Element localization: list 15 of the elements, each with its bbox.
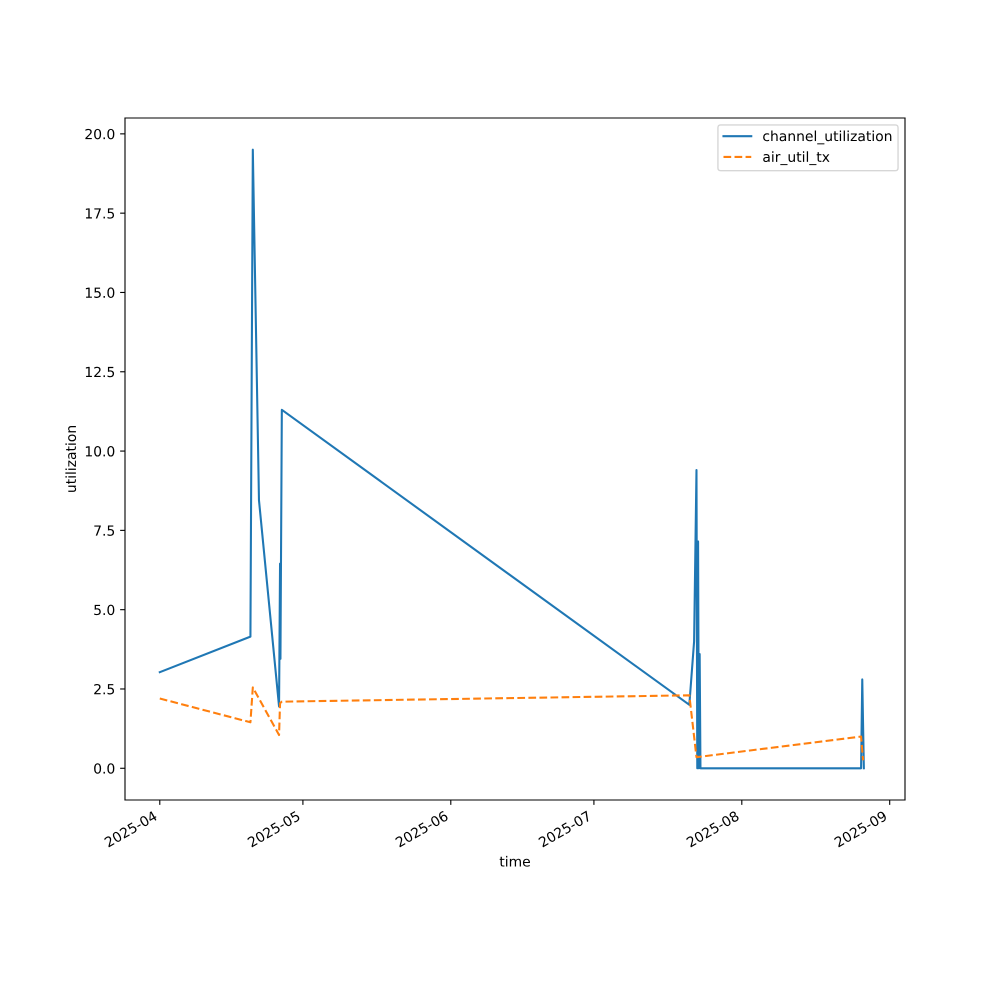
y-tick-label: 20.0 bbox=[85, 128, 114, 140]
y-tick-label: 12.5 bbox=[86, 366, 114, 378]
y-axis-title: utilization bbox=[65, 426, 76, 492]
legend-label: channel_utilization bbox=[763, 130, 892, 144]
y-tick-label: 2.5 bbox=[94, 684, 114, 694]
y-tick-label: 15.0 bbox=[86, 287, 114, 298]
y-tick-label: 0.0 bbox=[94, 763, 114, 774]
legend-label: air_util_tx bbox=[763, 151, 830, 166]
line-series bbox=[158, 686, 864, 762]
y-tick-label: 10.0 bbox=[86, 446, 114, 457]
x-axis-title: time bbox=[500, 856, 530, 867]
y-tick-label: 17.5 bbox=[86, 208, 114, 219]
y-tick-label: 5.0 bbox=[94, 604, 114, 616]
y-tick-label: 7.5 bbox=[94, 526, 114, 536]
line-series bbox=[158, 148, 865, 770]
